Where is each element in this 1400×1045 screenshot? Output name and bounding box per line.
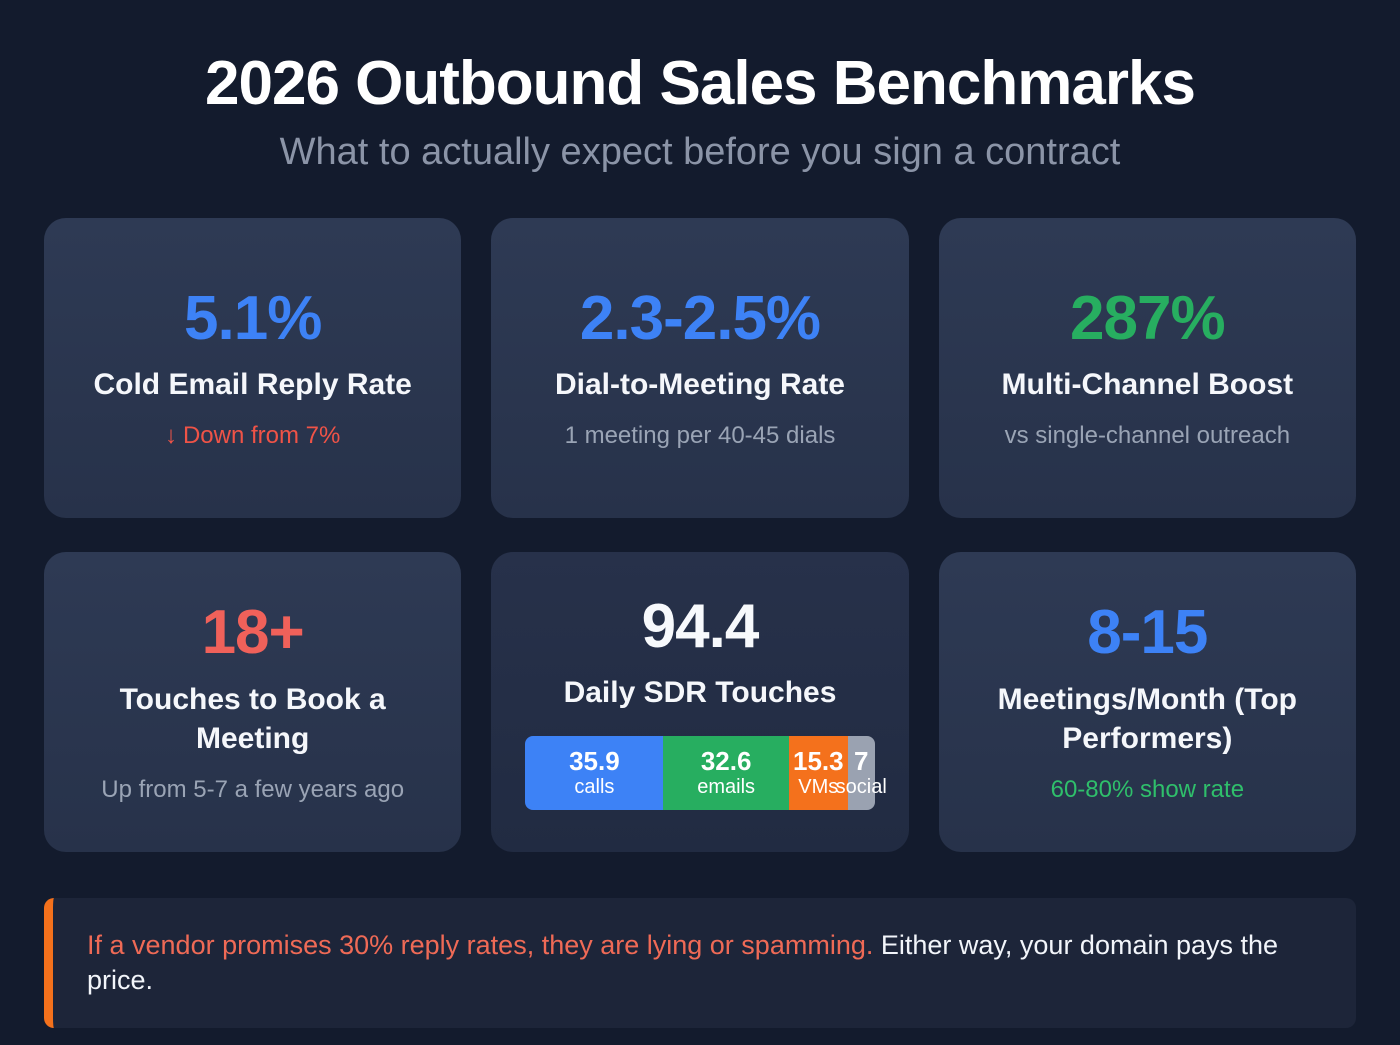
bar-segment-VMs: 15.3 VMs	[788, 736, 848, 811]
stat-subtext-label: Down from 7%	[182, 422, 341, 450]
stat-subtext: Up from 5-7 a few years ago	[101, 775, 405, 803]
bar-segment-value: 15.3	[792, 745, 844, 776]
callout-rest-text: Either way, your domain pays the price.	[87, 930, 1279, 996]
bar-segment-social: 7 social	[836, 736, 887, 811]
bar-segment-emails: 32.6 emails	[663, 736, 789, 811]
vendor-warning-callout: If a vendor promises 30% reply rates, th…	[44, 898, 1356, 1029]
bar-segment-value: 7	[853, 745, 869, 776]
stat-value: 8-15	[1087, 598, 1208, 668]
stat-title: Touches to Book a Meeting	[119, 682, 386, 755]
stat-value: 5.1%	[184, 283, 322, 353]
stat-value: 287%	[1070, 283, 1226, 353]
stat-card-dial-to-meeting-rate: 2.3-2.5% Dial-to-Meeting Rate 1 meeting …	[491, 218, 909, 518]
page-subtitle: What to actually expect before you sign …	[279, 131, 1121, 173]
stat-title: Daily SDR Touches	[563, 676, 837, 710]
bar-segment-label: social	[835, 776, 887, 799]
bar-segment-calls: 35.9 calls	[525, 736, 664, 811]
page-title: 2026 Outbound Sales Benchmarks	[205, 49, 1196, 118]
stat-card-daily-sdr-touches: 94.4 Daily SDR Touches 35.9 calls 32.6 emai…	[491, 552, 909, 852]
stat-title: Multi-Channel Boost	[1001, 368, 1294, 402]
stat-card-cold-email-reply-rate: 5.1% Cold Email Reply Rate ↓ Down from 7%	[44, 218, 462, 518]
sdr-touches-stacked-bar: 35.9 calls 32.6 emails 15.3 VMs 7 social	[525, 736, 887, 811]
down-arrow-icon: ↓	[164, 422, 177, 450]
bar-segment-value: 32.6	[700, 745, 752, 776]
callout-highlight-text: If a vendor promises 30% reply rates, th…	[87, 930, 874, 960]
stat-card-meetings-per-month: 8-15 Meetings/Month (Top Performers) 60-…	[938, 552, 1356, 852]
bar-segment-label: emails	[697, 776, 756, 799]
stat-value: 18+	[201, 598, 305, 668]
stat-card-multi-channel-boost: 287% Multi-Channel Boost vs single-chann…	[938, 218, 1356, 518]
stat-subtext: ↓ Down from 7%	[165, 422, 340, 450]
stat-subtext: vs single-channel outreach	[1004, 422, 1291, 450]
stat-card-touches-to-book: 18+ Touches to Book a Meeting Up from 5-…	[44, 552, 462, 852]
bar-segment-label: VMs	[798, 776, 839, 799]
stat-subtext: 60-80% show rate	[1050, 775, 1245, 803]
stat-title: Dial-to-Meeting Rate	[554, 368, 845, 402]
stat-value: 94.4	[641, 591, 760, 661]
bar-segment-label: calls	[574, 776, 615, 799]
bar-segment-value: 35.9	[569, 745, 620, 776]
stat-subtext: 1 meeting per 40-45 dials	[564, 422, 836, 450]
stat-title: Cold Email Reply Rate	[93, 368, 412, 402]
stat-value: 2.3-2.5%	[579, 283, 821, 353]
stats-grid: 5.1% Cold Email Reply Rate ↓ Down from 7%…	[44, 218, 1356, 852]
stat-title: Meetings/Month (Top Performers)	[997, 682, 1298, 755]
